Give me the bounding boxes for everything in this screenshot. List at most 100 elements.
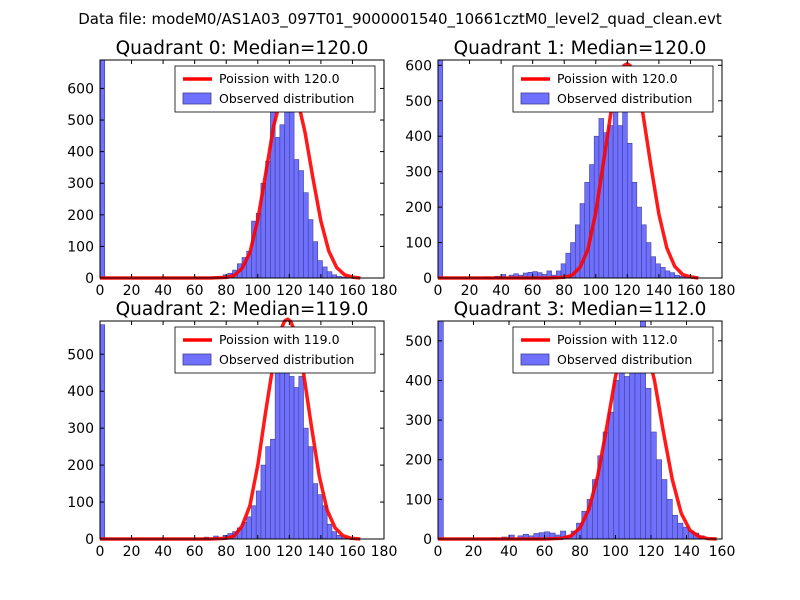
histogram-bar [612, 100, 619, 279]
histogram-bar [289, 376, 295, 540]
histogram-bar [298, 376, 304, 540]
histogram-bar [613, 380, 620, 540]
histogram-bar [655, 263, 661, 279]
legend: Poission with 120.0 Observed distribution [174, 65, 376, 113]
y-tick-label: 600 [67, 81, 94, 97]
histogram-bar [99, 59, 106, 279]
y-tick-label: 0 [423, 271, 432, 287]
y-tick-label: 0 [423, 532, 432, 548]
x-tick-label: 120 [614, 283, 641, 299]
x-tick-label: 160 [709, 544, 736, 560]
histogram-bar [293, 387, 300, 540]
histogram-bar [617, 125, 623, 279]
legend-poisson-label: Poission with 120.0 [219, 71, 340, 86]
x-tick-label: 160 [677, 283, 704, 299]
x-tick-label: 0 [96, 544, 105, 560]
x-tick-label: 0 [434, 283, 443, 299]
legend-poisson-label: Poission with 120.0 [557, 71, 678, 86]
x-tick-label: 100 [602, 544, 629, 560]
legend-observed-label: Observed distribution [557, 91, 692, 106]
histogram-bar [671, 514, 678, 540]
x-tick-label: 60 [186, 283, 204, 299]
panel-title: Quadrant 0: Median=120.0 [116, 38, 369, 59]
histogram-bar [664, 270, 671, 279]
y-tick-label: 300 [405, 165, 432, 181]
histogram-bar [656, 459, 662, 540]
histogram-bar [322, 266, 328, 279]
y-tick-label: 300 [405, 413, 432, 429]
histogram-bar [326, 523, 333, 540]
histogram-bar [627, 143, 633, 279]
legend-bar-swatch [182, 353, 212, 366]
panel-quadrant-2: Quadrant 2: Median=119.0 0 20 40 60 80 100 120 1… [67, 299, 397, 560]
y-tick-label: 300 [67, 421, 94, 437]
x-tick-label: 60 [186, 544, 204, 560]
legend-bar-swatch [182, 92, 212, 105]
histogram-bar [284, 110, 290, 279]
histogram-bar [312, 483, 319, 540]
x-tick-label: 120 [276, 544, 303, 560]
x-tick-label: 180 [709, 283, 736, 299]
histogram-bar [99, 324, 106, 540]
y-tick-label: 400 [67, 145, 94, 161]
x-tick-label: 0 [434, 544, 443, 560]
panel-title: Quadrant 1: Median=120.0 [454, 38, 707, 59]
histogram-bar [634, 368, 641, 540]
histogram-bar [274, 361, 281, 540]
x-tick-label: 80 [555, 283, 573, 299]
x-tick-label: 160 [339, 283, 366, 299]
legend-bar-swatch [520, 92, 550, 105]
x-tick-label: 40 [154, 544, 172, 560]
x-tick-label: 140 [646, 283, 673, 299]
histogram-bar [274, 137, 281, 279]
histogram-bar [317, 260, 323, 279]
suptitle: Data file: modeM0/AS1A03_097T01_90000015… [78, 10, 722, 29]
x-tick-label: 20 [461, 283, 479, 299]
x-tick-label: 40 [500, 544, 518, 560]
y-tick-label: 400 [405, 129, 432, 145]
legend-poisson-label: Poission with 119.0 [219, 332, 340, 347]
x-tick-label: 0 [96, 283, 105, 299]
y-tick-label: 0 [85, 271, 94, 287]
y-tick-label: 400 [405, 373, 432, 389]
x-tick-label: 120 [638, 544, 665, 560]
histogram-bar [317, 494, 323, 540]
y-tick-label: 200 [67, 458, 94, 474]
histogram-bar [669, 272, 675, 279]
histogram-bar [650, 256, 657, 279]
histogram-bar [260, 464, 266, 540]
histogram-bar [284, 357, 290, 540]
y-tick-label: 600 [405, 58, 432, 74]
histogram-bar [303, 192, 309, 279]
histogram-bar [307, 219, 314, 279]
y-tick-label: 0 [85, 532, 94, 548]
x-tick-label: 80 [217, 544, 235, 560]
axes-frame [99, 320, 385, 540]
y-tick-label: 100 [405, 492, 432, 508]
x-tick-label: 20 [465, 544, 483, 560]
x-tick-label: 80 [217, 283, 235, 299]
x-tick-label: 160 [339, 544, 366, 560]
histogram-bar [303, 427, 309, 540]
x-tick-label: 20 [123, 283, 141, 299]
axes-frame [99, 59, 385, 279]
poisson-curve [100, 317, 361, 541]
x-tick-label: 140 [673, 544, 700, 560]
x-tick-label: 80 [571, 544, 589, 560]
panel-quadrant-3: Quadrant 3: Median=112.0 0 20 40 60 80 100 120 1… [405, 299, 735, 560]
y-tick-label: 200 [67, 208, 94, 224]
histogram-bar [279, 124, 285, 279]
y-tick-label: 100 [67, 239, 94, 255]
legend: Poission with 120.0 Observed distribution [512, 65, 714, 113]
histogram-bar [618, 360, 625, 540]
histogram-bar [645, 388, 652, 540]
x-tick-label: 20 [123, 544, 141, 560]
x-tick-label: 100 [244, 283, 271, 299]
x-tick-label: 180 [371, 283, 398, 299]
histogram-bar [246, 516, 252, 540]
histogram-bar [645, 242, 652, 279]
histogram-bar [307, 446, 314, 540]
histogram-bar [666, 499, 673, 540]
x-tick-label: 100 [244, 544, 271, 560]
